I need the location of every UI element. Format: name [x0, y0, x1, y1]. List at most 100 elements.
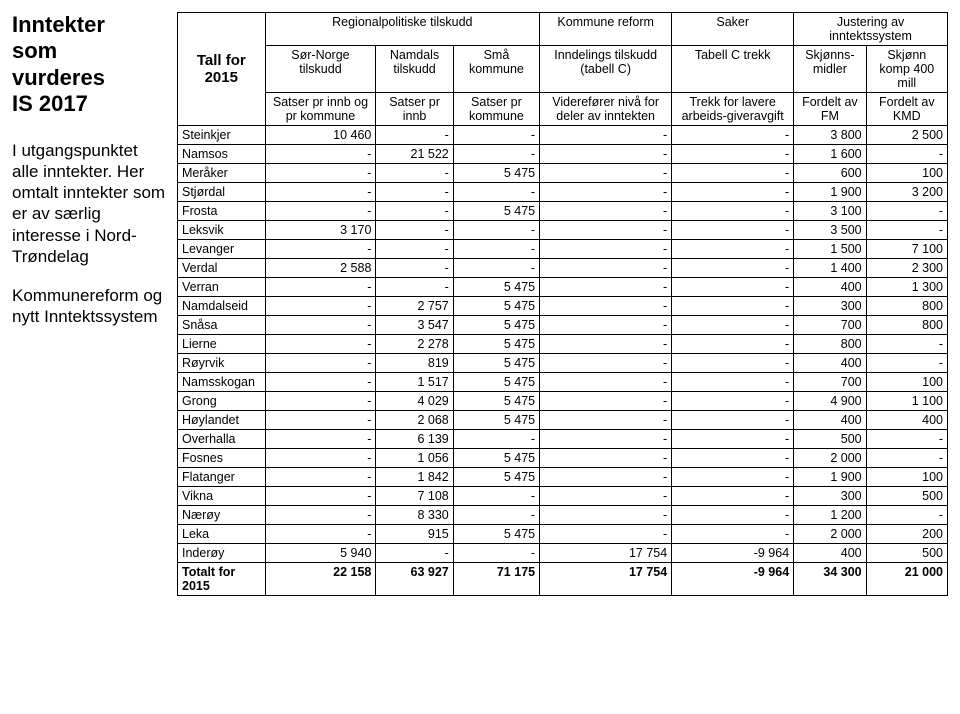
row-value: -	[540, 221, 672, 240]
row-value: -	[540, 525, 672, 544]
group-header-saker: Saker	[672, 13, 794, 46]
row-value: -	[540, 297, 672, 316]
sidebar: Inntekter som vurderes IS 2017 I utgangs…	[12, 12, 177, 702]
row-value: -	[672, 145, 794, 164]
row-value: -	[672, 297, 794, 316]
table-row: Vikna-7 108---300500	[178, 487, 948, 506]
row-value: -	[376, 164, 453, 183]
table-row: Leka-9155 475--2 000200	[178, 525, 948, 544]
row-value: 5 940	[265, 544, 376, 563]
data-table: Tall for 2015 Regionalpolitiske tilskudd…	[177, 12, 948, 596]
row-value: 5 475	[453, 525, 539, 544]
total-name: Totalt for 2015	[178, 563, 266, 596]
row-value: 4 029	[376, 392, 453, 411]
row-name: Grong	[178, 392, 266, 411]
row-value: 1 517	[376, 373, 453, 392]
row-value: -	[265, 392, 376, 411]
row-name: Inderøy	[178, 544, 266, 563]
row-name: Nærøy	[178, 506, 266, 525]
row-value: 1 056	[376, 449, 453, 468]
sub-header: Namdals tilskudd	[376, 46, 453, 93]
row-value: 800	[794, 335, 866, 354]
row-value: -	[540, 240, 672, 259]
row-value: 400	[794, 411, 866, 430]
row-value: -	[672, 354, 794, 373]
row-name: Namsos	[178, 145, 266, 164]
row-value: -	[540, 335, 672, 354]
row-value: 300	[794, 487, 866, 506]
row-value: 800	[866, 297, 947, 316]
sub-header: Inndelings tilskudd (tabell C)	[540, 46, 672, 93]
row-value: -	[672, 506, 794, 525]
table-row: Meråker--5 475--600100	[178, 164, 948, 183]
row-value: -	[540, 202, 672, 221]
row-value: 5 475	[453, 316, 539, 335]
table-row: Høylandet-2 0685 475--400400	[178, 411, 948, 430]
row-value: -	[453, 221, 539, 240]
row-value: 1 500	[794, 240, 866, 259]
row-value: -	[265, 145, 376, 164]
row-value: -	[672, 183, 794, 202]
row-value: 400	[794, 544, 866, 563]
row-value: -	[540, 487, 672, 506]
table-row: Overhalla-6 139---500-	[178, 430, 948, 449]
row-value: -	[672, 373, 794, 392]
row-value: -	[376, 240, 453, 259]
row-value: 3 547	[376, 316, 453, 335]
row-value: -	[453, 240, 539, 259]
row-name: Meråker	[178, 164, 266, 183]
row-name: Fosnes	[178, 449, 266, 468]
row-value: -	[265, 411, 376, 430]
row-value: 2 588	[265, 259, 376, 278]
row-value: -	[265, 297, 376, 316]
row-value: -	[672, 316, 794, 335]
row-value: 100	[866, 373, 947, 392]
group-header-kommune-reform: Kommune reform	[540, 13, 672, 46]
row-value: -	[866, 221, 947, 240]
row-value: -	[453, 506, 539, 525]
row-value: -	[453, 126, 539, 145]
row-value: 1 100	[866, 392, 947, 411]
row-value: 1 600	[794, 145, 866, 164]
row-name: Verran	[178, 278, 266, 297]
row-value: -	[672, 259, 794, 278]
sidebar-title: Inntekter som vurderes IS 2017	[12, 12, 167, 118]
row-value: -	[376, 126, 453, 145]
row-value: -	[672, 164, 794, 183]
row-value: -	[540, 354, 672, 373]
table-row: Stjørdal-----1 9003 200	[178, 183, 948, 202]
row-value: -	[265, 468, 376, 487]
row-value: -	[265, 164, 376, 183]
row-value: 3 100	[794, 202, 866, 221]
row-value: -	[540, 468, 672, 487]
row-value: -	[672, 487, 794, 506]
row-value: -	[672, 221, 794, 240]
row-value: -	[376, 259, 453, 278]
row-value: 5 475	[453, 373, 539, 392]
row-value: 6 139	[376, 430, 453, 449]
row-value: 200	[866, 525, 947, 544]
row-value: 1 300	[866, 278, 947, 297]
table-row: Namdalseid-2 7575 475--300800	[178, 297, 948, 316]
row-value: 8 330	[376, 506, 453, 525]
row-value: 3 200	[866, 183, 947, 202]
row-value: -	[540, 316, 672, 335]
row-name: Snåsa	[178, 316, 266, 335]
row-value: 2 757	[376, 297, 453, 316]
row-value: 915	[376, 525, 453, 544]
sub-header: Små kommune	[453, 46, 539, 93]
sub-header: Skjønn komp 400 mill	[866, 46, 947, 93]
group-header-regionalpolitiske: Regionalpolitiske tilskudd	[265, 13, 540, 46]
table-row: Grong-4 0295 475--4 9001 100	[178, 392, 948, 411]
row-value: -	[672, 278, 794, 297]
row-value: 5 475	[453, 411, 539, 430]
row-value: 400	[794, 278, 866, 297]
row-value: -	[265, 430, 376, 449]
table-row: Inderøy5 940--17 754-9 964400500	[178, 544, 948, 563]
table-row: Frosta--5 475--3 100-	[178, 202, 948, 221]
row-value: -	[866, 354, 947, 373]
row-value: 400	[866, 411, 947, 430]
row-value: -	[453, 259, 539, 278]
row-name: Steinkjer	[178, 126, 266, 145]
row-value: 10 460	[265, 126, 376, 145]
